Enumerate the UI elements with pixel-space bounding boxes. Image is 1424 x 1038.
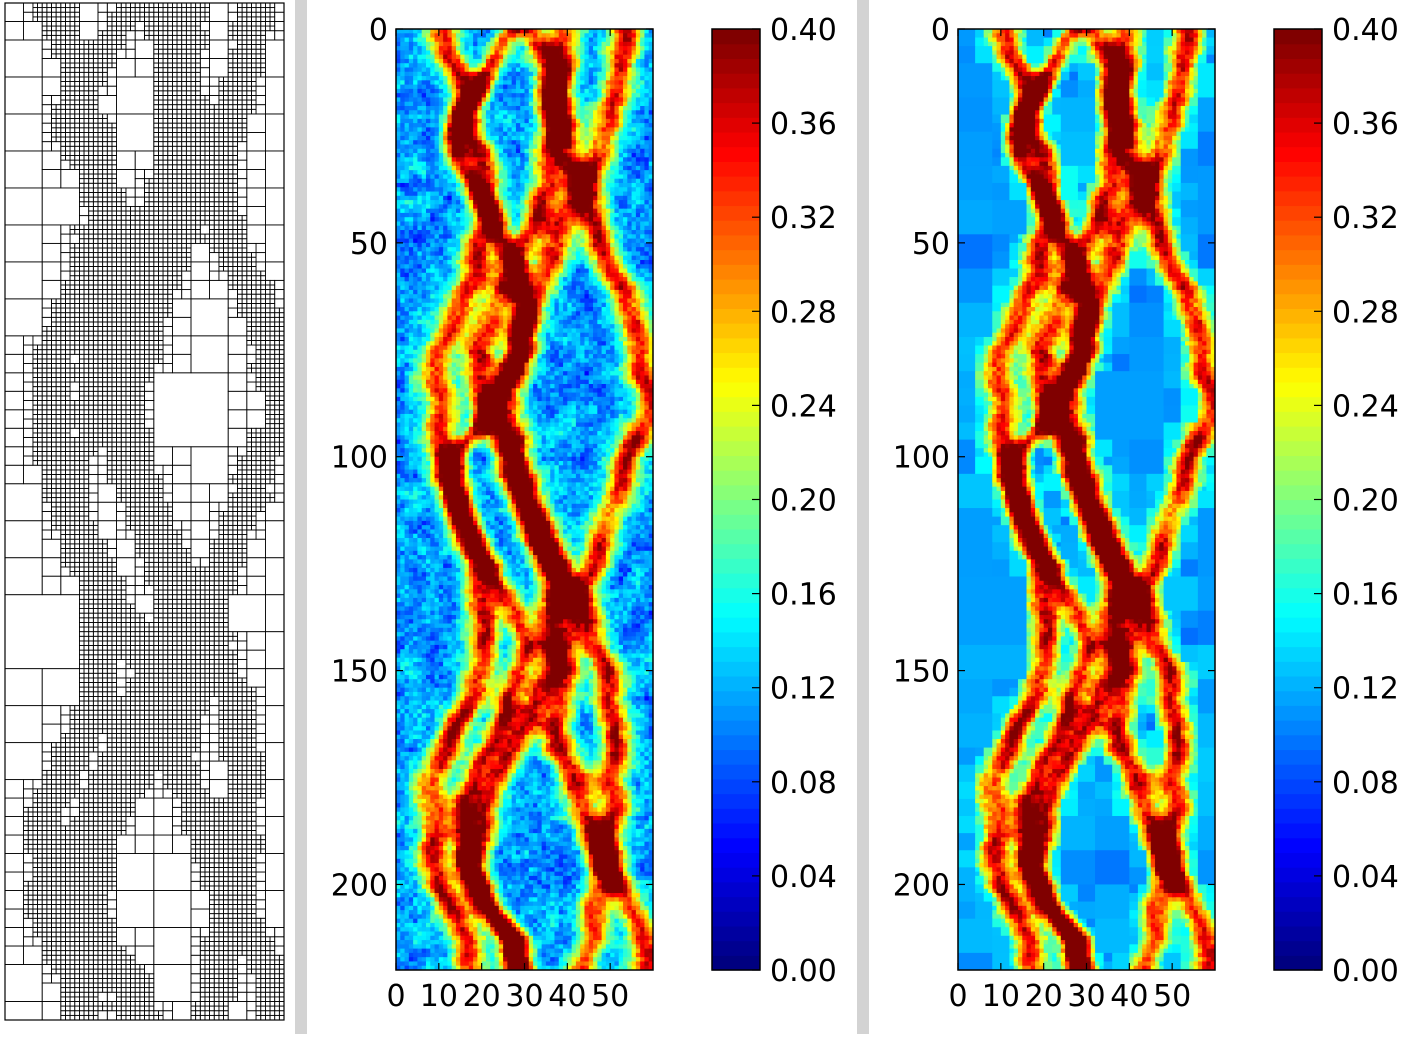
quadtree-grid bbox=[4, 2, 285, 1021]
quadtree-panel bbox=[0, 0, 295, 1034]
quadtree-cells bbox=[4, 2, 285, 1021]
